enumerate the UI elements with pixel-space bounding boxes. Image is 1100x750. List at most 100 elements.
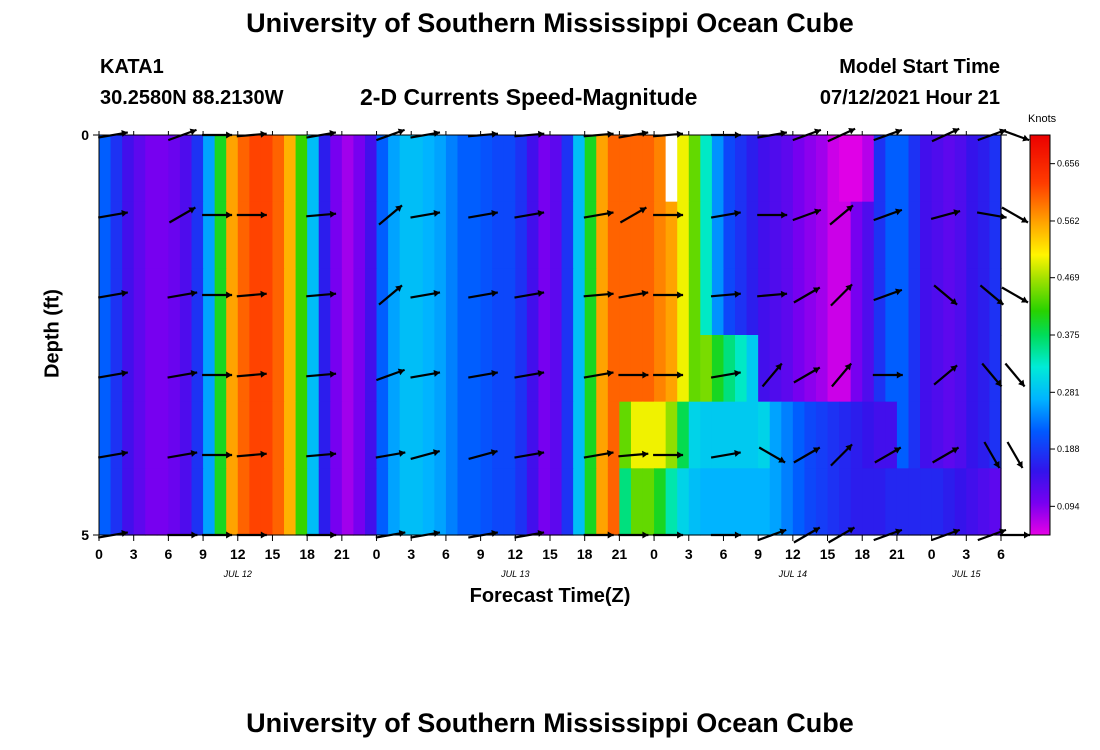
heatmap-cell [977,268,991,336]
current-vector [930,209,961,220]
heatmap-cell [862,468,875,536]
heatmap-cell [723,335,736,403]
heatmap-cell [908,268,921,336]
heatmap-cell [515,335,528,403]
heatmap-cell [260,268,274,336]
heatmap-cell [769,268,782,336]
heatmap-cell [469,468,482,536]
heatmap-cell [573,335,586,403]
heatmap-cell [422,201,435,269]
x-tick-label: 21 [334,546,350,562]
x-tick-label: 6 [997,546,1005,562]
current-vector [1006,441,1024,469]
heatmap-cell [133,135,146,203]
heatmap-cell [792,335,806,403]
current-vector [618,371,649,379]
heatmap-cell [642,201,655,269]
heatmap-cell [445,401,459,469]
heatmap-cell [596,135,609,203]
heatmap-cell [862,135,875,203]
current-vector [932,446,960,464]
heatmap-cell [237,401,250,469]
heatmap-cell [353,468,366,536]
heatmap-cell [156,135,169,203]
heatmap-cell [526,268,540,336]
heatmap-cell [318,268,331,336]
heatmap-cell [110,268,123,336]
heatmap-cell [133,401,146,469]
current-vector [376,368,405,382]
current-vector [830,443,853,467]
heatmap-cell [226,468,239,536]
heatmap-cell [99,201,112,269]
heatmap-cell [515,468,528,536]
y-ticks: 05 [81,127,1007,543]
heatmap-cell [538,268,551,336]
heatmap-cell [191,201,204,269]
x-tick-label: 6 [720,546,728,562]
heatmap-cell [908,135,921,203]
heatmap-cell [457,268,470,336]
current-vector [757,290,788,298]
heatmap-cell [203,335,216,403]
heatmap-cell [457,401,470,469]
heatmap-cell [133,201,146,269]
heatmap-cell [445,135,459,203]
heatmap-cell [295,468,308,536]
heatmap-cell [307,135,320,203]
heatmap-cell [307,468,320,536]
colorbar-tick-label: 0.469 [1057,273,1080,283]
heatmap-cell [364,268,378,336]
heatmap-cell [503,468,516,536]
heatmap-cell [966,268,979,336]
heatmap-cell [515,401,528,469]
heatmap-cell [711,201,725,269]
heatmap-cell [654,401,667,469]
heatmap-cell [792,468,806,536]
heatmap-cell [723,135,736,203]
heatmap-cell [272,135,285,203]
heatmap-cell [642,468,655,536]
heatmap-cell [179,135,193,203]
heatmap-cell [526,401,540,469]
heatmap-cell [526,135,540,203]
current-vector [375,450,406,459]
current-vector [583,450,614,459]
heatmap-cell [596,201,609,269]
heatmap-cell [989,135,1002,203]
heatmap-cell [781,401,794,469]
current-vector [167,450,198,459]
heatmap-cell [422,335,435,403]
heatmap-cell [110,468,123,536]
colorbar-tick-label: 0.281 [1057,387,1080,397]
current-vector [168,206,196,224]
heatmap-cell [422,268,435,336]
current-vector [653,211,684,219]
heatmap-cell [318,401,331,469]
current-vector [98,210,128,219]
heatmap-cell [630,201,644,269]
heatmap-cell [133,335,146,403]
heatmap-cell [272,335,285,403]
heatmap-cell [873,268,886,336]
heatmap-cell [353,268,366,336]
heatmap-cell [584,468,597,536]
heatmap-cell [480,135,493,203]
y-tick-label: 5 [81,527,89,543]
date-label: JUL 13 [500,569,529,579]
heatmap-cell [931,335,944,403]
heatmap-cell [260,201,274,269]
current-vector [793,286,821,304]
station-id: KATA1 [100,56,164,78]
heatmap-cell [284,268,297,336]
heatmap-cell [122,335,135,403]
heatmap-cell [168,135,181,203]
heatmap-cell [688,335,701,403]
heatmap-cell-missing [665,135,678,203]
current-vector [306,450,337,458]
current-vector [1001,286,1029,304]
heatmap-cell [99,135,112,203]
heatmap-cell [330,135,343,203]
colorbar-ticks: 0.656 0.562 0.469 0.375 0.281 0.188 0.094 [1050,159,1080,511]
heatmap-cell [145,268,158,336]
